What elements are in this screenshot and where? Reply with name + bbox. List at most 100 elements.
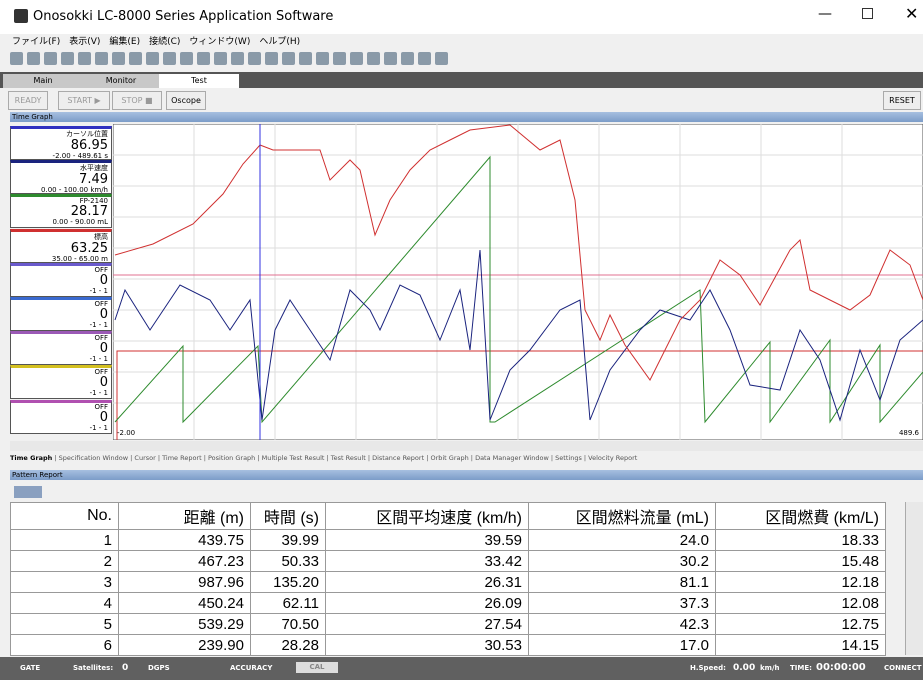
toolbar-icon[interactable] — [214, 52, 227, 65]
cell: 24.0 — [528, 529, 716, 551]
column-header[interactable]: 距離 (m) — [118, 502, 251, 530]
bottom-tab[interactable]: Time Graph — [10, 454, 53, 462]
channel-name: FP-2140 — [79, 197, 108, 206]
channel[interactable]: FP-2140 28.17 0.00 - 90.00 mL — [10, 194, 112, 229]
report-icons[interactable] — [14, 486, 42, 498]
toolbar-icon[interactable] — [146, 52, 159, 65]
reset-button[interactable]: RESET — [883, 91, 921, 110]
gate: GATE — [20, 664, 41, 672]
cell: 26.09 — [325, 592, 529, 614]
bottom-tab[interactable]: Multiple Test Result — [261, 454, 325, 462]
toolbar-icon[interactable] — [350, 52, 363, 65]
menu-item[interactable]: ヘルプ(H) — [259, 37, 301, 47]
column-header[interactable]: No. — [10, 502, 119, 530]
bottom-tab[interactable]: Test Result — [330, 454, 366, 462]
menu-item[interactable]: 接続(C) — [149, 37, 181, 47]
table-scrollbar[interactable] — [905, 502, 923, 655]
column-header[interactable]: 区間平均速度 (km/h) — [325, 502, 529, 530]
toolbar-icon[interactable] — [163, 52, 176, 65]
bottom-tab[interactable]: Distance Report — [372, 454, 425, 462]
toolbar-icon[interactable] — [27, 52, 40, 65]
close[interactable]: ✕ — [905, 4, 919, 23]
toolbar-icon[interactable] — [435, 52, 448, 65]
toolbar-icon[interactable] — [384, 52, 397, 65]
satellites: 0 — [122, 663, 129, 673]
bottom-tab[interactable]: Cursor — [134, 454, 156, 462]
toolbar-icon[interactable] — [197, 52, 210, 65]
column-header[interactable]: 時間 (s) — [250, 502, 326, 530]
channel-name: OFF — [94, 402, 108, 411]
toolbar-icon[interactable] — [231, 52, 244, 65]
cell: 12.75 — [715, 613, 886, 635]
channel[interactable]: OFF 0 -1 - 1 — [10, 365, 112, 400]
toolbar-icon[interactable] — [95, 52, 108, 65]
column-header[interactable]: 区間燃料流量 (mL) — [528, 502, 716, 530]
cell: 50.33 — [250, 550, 326, 572]
bottom-tab[interactable]: Time Report — [162, 454, 202, 462]
channel-range: 0.00 - 90.00 mL — [52, 218, 108, 227]
column-header[interactable]: 区間燃費 (km/L) — [715, 502, 886, 530]
cell: 3 — [10, 571, 119, 593]
toolbar-icon[interactable] — [299, 52, 312, 65]
channel-name: OFF — [94, 300, 108, 308]
channel-name: OFF — [94, 334, 108, 343]
toolbar-icon[interactable] — [248, 52, 261, 65]
bottom-tab[interactable]: Specification Window — [58, 454, 129, 462]
bottom-tab[interactable]: Position Graph — [207, 454, 256, 462]
tab[interactable]: Monitor — [81, 74, 161, 88]
panel-header: Pattern Report — [10, 470, 923, 480]
menu-item[interactable]: ウィンドウ(W) — [189, 37, 251, 47]
ready-button[interactable]: READY — [8, 91, 48, 110]
toolbar-icon[interactable] — [10, 52, 23, 65]
channel[interactable]: 標高 63.25 35.00 - 65.00 m — [10, 228, 112, 263]
channel-value: 86.95 — [70, 138, 108, 153]
channel-value: 0 — [99, 307, 108, 322]
channel[interactable]: OFF 0 -1 - 1 — [10, 331, 112, 366]
start-button[interactable]: START ▶ — [58, 91, 110, 110]
tab[interactable]: Test — [159, 74, 239, 88]
minimize[interactable]: — — [818, 6, 832, 22]
toolbar-icon[interactable] — [401, 52, 414, 65]
bottom-tab[interactable]: Orbit Graph — [430, 454, 469, 462]
channel[interactable]: OFF 0 -1 - 1 — [10, 297, 112, 331]
toolbar-icon[interactable] — [265, 52, 278, 65]
app-icon — [14, 9, 28, 23]
toolbar-icon[interactable] — [282, 52, 295, 65]
channel[interactable]: OFF 0 -1 - 1 — [10, 399, 112, 434]
channel[interactable]: OFF 0 -1 - 1 — [10, 262, 112, 297]
scrollbar[interactable] — [10, 441, 923, 451]
tab[interactable]: Main — [3, 74, 83, 88]
reference-line — [116, 350, 923, 440]
toolbar-icon[interactable] — [367, 52, 380, 65]
toolbar-icon[interactable] — [418, 52, 431, 65]
menu-item[interactable]: 編集(E) — [109, 37, 141, 47]
bottom-tab[interactable]: Velocity Report — [588, 454, 638, 462]
toolbar-icon[interactable] — [78, 52, 91, 65]
toolbar-icon[interactable] — [180, 52, 193, 65]
x-end-label: 489.6 — [899, 429, 920, 437]
oscope-button[interactable]: Oscope — [166, 91, 206, 110]
bottom-tab[interactable]: Settings — [555, 454, 582, 462]
maximize[interactable] — [862, 8, 873, 19]
cell: 135.20 — [250, 571, 326, 593]
toolbar-icon[interactable] — [333, 52, 346, 65]
toolbar-icon[interactable] — [44, 52, 57, 65]
menu-item[interactable]: 表示(V) — [69, 37, 101, 47]
toolbar-icon[interactable] — [112, 52, 125, 65]
cell: 27.54 — [325, 613, 529, 635]
toolbar-icon[interactable] — [61, 52, 74, 65]
channel-value: 0 — [99, 341, 108, 357]
stop-button[interactable]: STOP ■ — [112, 91, 162, 110]
menu-bar: ファイル(F) 表示(V) 編集(E) 接続(C) ウィンドウ(W) ヘルプ(H) — [0, 34, 300, 48]
toolbar-icon[interactable] — [316, 52, 329, 65]
channel-range: -1 - 1 — [89, 355, 108, 364]
bottom-tab[interactable]: Data Manager Window — [475, 454, 549, 462]
cell: 14.15 — [715, 634, 886, 656]
cell: 28.28 — [250, 634, 326, 656]
menu-item[interactable]: ファイル(F) — [12, 37, 61, 47]
toolbar-icon[interactable] — [129, 52, 142, 65]
channel[interactable]: 水平速度 7.49 0.00 - 100.00 km/h — [10, 160, 112, 195]
cell: 6 — [10, 634, 119, 656]
channel[interactable]: カーソル位置 86.95 -2.00 - 489.61 s — [10, 126, 112, 160]
channel-name: OFF — [94, 265, 108, 274]
